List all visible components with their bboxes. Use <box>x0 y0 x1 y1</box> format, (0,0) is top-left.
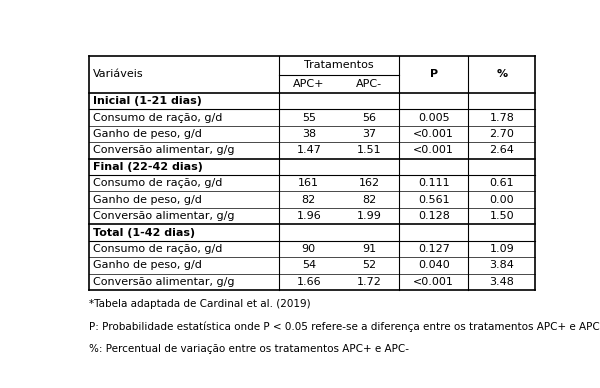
Text: 52: 52 <box>362 260 376 270</box>
Text: Conversão alimentar, g/g: Conversão alimentar, g/g <box>92 277 234 287</box>
Text: 0.00: 0.00 <box>490 195 514 205</box>
Text: P: P <box>430 69 438 79</box>
Text: 38: 38 <box>302 129 316 139</box>
Text: 0.128: 0.128 <box>418 211 450 221</box>
Text: <0.001: <0.001 <box>413 277 454 287</box>
Text: Variáveis: Variáveis <box>92 69 143 79</box>
Text: 3.48: 3.48 <box>490 277 514 287</box>
Text: Total (1-42 dias): Total (1-42 dias) <box>92 227 195 237</box>
Text: 0.127: 0.127 <box>418 244 450 254</box>
Text: P: Probabilidade estatística onde P < 0.05 refere-se a diferença entre os tratam: P: Probabilidade estatística onde P < 0.… <box>89 321 600 332</box>
Text: 1.99: 1.99 <box>356 211 382 221</box>
Text: Conversão alimentar, g/g: Conversão alimentar, g/g <box>92 211 234 221</box>
Text: 37: 37 <box>362 129 376 139</box>
Text: 82: 82 <box>302 195 316 205</box>
Text: 2.64: 2.64 <box>490 146 514 155</box>
Text: 91: 91 <box>362 244 376 254</box>
Text: %: Percentual de variação entre os tratamentos APC+ e APC-: %: Percentual de variação entre os trata… <box>89 344 409 354</box>
Text: 1.50: 1.50 <box>490 211 514 221</box>
Text: Ganho de peso, g/d: Ganho de peso, g/d <box>92 195 202 205</box>
Text: Consumo de ração, g/d: Consumo de ração, g/d <box>92 113 222 123</box>
Text: Ganho de peso, g/d: Ganho de peso, g/d <box>92 260 202 270</box>
Text: 1.51: 1.51 <box>357 146 382 155</box>
Text: Conversão alimentar, g/g: Conversão alimentar, g/g <box>92 146 234 155</box>
Text: 55: 55 <box>302 113 316 123</box>
Text: 56: 56 <box>362 113 376 123</box>
Text: *Tabela adaptada de Cardinal et al. (2019): *Tabela adaptada de Cardinal et al. (201… <box>89 299 311 309</box>
Text: 1.72: 1.72 <box>356 277 382 287</box>
Text: Inicial (1-21 dias): Inicial (1-21 dias) <box>92 96 202 106</box>
Text: Consumo de ração, g/d: Consumo de ração, g/d <box>92 244 222 254</box>
Text: 162: 162 <box>359 178 380 188</box>
Text: <0.001: <0.001 <box>413 129 454 139</box>
Text: 82: 82 <box>362 195 376 205</box>
Text: 90: 90 <box>302 244 316 254</box>
Text: %: % <box>496 69 508 79</box>
Text: 0.61: 0.61 <box>490 178 514 188</box>
Text: Tratamentos: Tratamentos <box>304 60 374 70</box>
Text: 0.111: 0.111 <box>418 178 449 188</box>
Text: APC-: APC- <box>356 79 382 89</box>
Text: 1.96: 1.96 <box>296 211 321 221</box>
Text: 3.84: 3.84 <box>490 260 514 270</box>
Text: Ganho de peso, g/d: Ganho de peso, g/d <box>92 129 202 139</box>
Text: 0.005: 0.005 <box>418 113 449 123</box>
Text: 0.561: 0.561 <box>418 195 449 205</box>
Text: 2.70: 2.70 <box>490 129 514 139</box>
Text: <0.001: <0.001 <box>413 146 454 155</box>
Text: 1.66: 1.66 <box>296 277 321 287</box>
Text: 0.040: 0.040 <box>418 260 449 270</box>
Text: APC+: APC+ <box>293 79 325 89</box>
Text: 1.47: 1.47 <box>296 146 321 155</box>
Text: 54: 54 <box>302 260 316 270</box>
Text: 1.78: 1.78 <box>490 113 514 123</box>
Text: 1.09: 1.09 <box>490 244 514 254</box>
Text: Consumo de ração, g/d: Consumo de ração, g/d <box>92 178 222 188</box>
Text: Final (22-42 dias): Final (22-42 dias) <box>92 162 203 172</box>
Text: 161: 161 <box>298 178 319 188</box>
